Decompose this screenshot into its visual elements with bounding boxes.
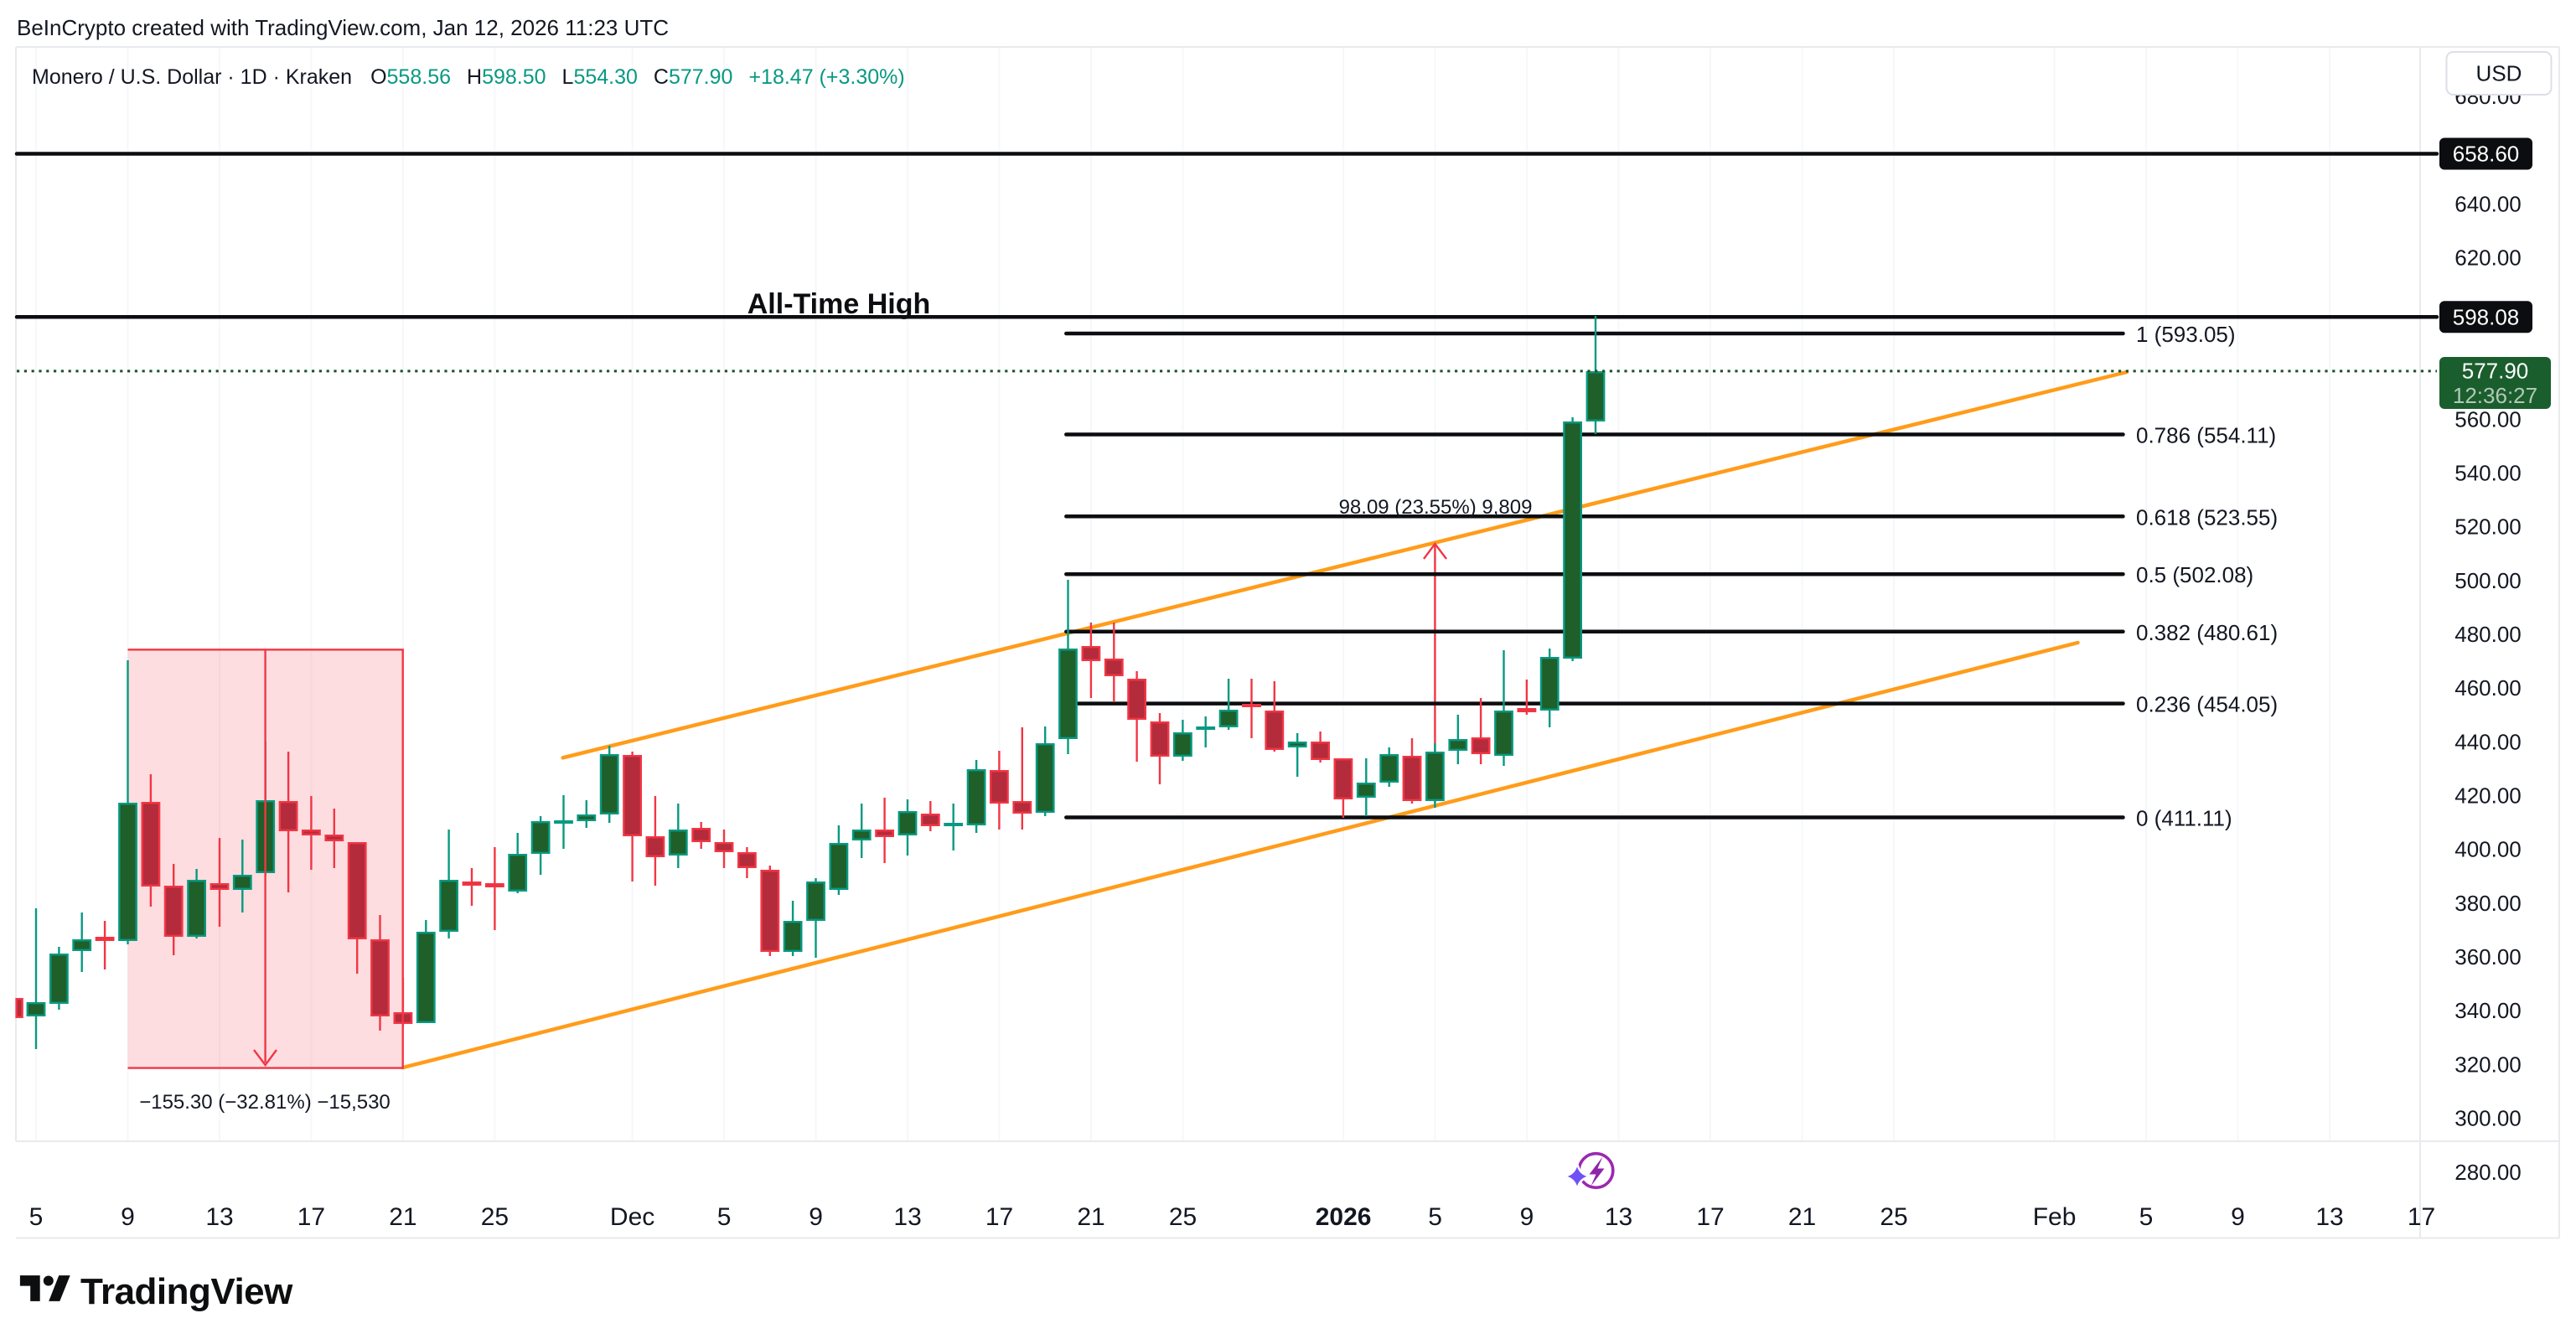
svg-text:25: 25 [481,1203,509,1231]
svg-text:17: 17 [1696,1203,1724,1231]
svg-text:5: 5 [29,1203,44,1231]
svg-text:5: 5 [717,1203,732,1231]
svg-text:560.00: 560.00 [2454,406,2522,432]
svg-text:USD: USD [2476,61,2522,86]
svg-text:658.60: 658.60 [2453,142,2520,167]
svg-text:−155.30 (−32.81%) −15,530: −155.30 (−32.81%) −15,530 [139,1091,391,1114]
svg-text:460.00: 460.00 [2454,675,2522,701]
svg-text:5: 5 [1428,1203,1442,1231]
svg-text:21: 21 [389,1203,416,1231]
svg-text:21: 21 [1077,1203,1104,1231]
svg-text:21: 21 [1788,1203,1816,1231]
svg-text:98.09 (23.55%) 9,809: 98.09 (23.55%) 9,809 [1339,496,1533,519]
svg-text:0.236 (454.05): 0.236 (454.05) [2136,692,2278,717]
svg-text:25: 25 [1880,1203,1907,1231]
svg-text:577.90: 577.90 [2462,359,2529,384]
svg-text:Dec: Dec [610,1203,654,1231]
svg-text:620.00: 620.00 [2454,246,2522,271]
svg-text:440.00: 440.00 [2454,729,2522,754]
svg-text:9: 9 [1520,1203,1534,1231]
svg-text:1 (593.05): 1 (593.05) [2136,322,2236,347]
svg-text:All-Time High: All-Time High [747,288,931,320]
svg-text:420.00: 420.00 [2454,783,2522,809]
svg-text:17: 17 [297,1203,325,1231]
svg-text:9: 9 [809,1203,823,1231]
svg-text:9: 9 [121,1203,135,1231]
svg-text:360.00: 360.00 [2454,944,2522,969]
svg-text:13: 13 [205,1203,233,1231]
svg-text:0.382 (480.61): 0.382 (480.61) [2136,620,2278,645]
svg-text:500.00: 500.00 [2454,568,2522,593]
svg-text:BeInCrypto created with Tradin: BeInCrypto created with TradingView.com,… [17,15,669,40]
svg-text:640.00: 640.00 [2454,192,2522,217]
svg-text:TradingView: TradingView [80,1271,293,1312]
svg-text:9: 9 [2231,1203,2245,1231]
svg-text:Monero / U.S. Dollar · 1D · Kr: Monero / U.S. Dollar · 1D · Kraken O558.5… [32,65,905,89]
svg-text:280.00: 280.00 [2454,1160,2522,1185]
svg-text:320.00: 320.00 [2454,1052,2522,1077]
svg-text:0.618 (523.55): 0.618 (523.55) [2136,504,2278,530]
svg-text:5: 5 [2139,1203,2154,1231]
svg-text:Feb: Feb [2033,1203,2077,1231]
svg-text:480.00: 480.00 [2454,622,2522,647]
svg-text:0.5 (502.08): 0.5 (502.08) [2136,562,2253,587]
svg-text:300.00: 300.00 [2454,1106,2522,1131]
svg-text:0 (411.11): 0 (411.11) [2136,806,2232,831]
svg-text:380.00: 380.00 [2454,891,2522,916]
svg-text:0.786 (554.11): 0.786 (554.11) [2136,423,2276,448]
svg-text:340.00: 340.00 [2454,998,2522,1023]
svg-text:400.00: 400.00 [2454,837,2522,862]
svg-text:12:36:27: 12:36:27 [2453,383,2537,408]
svg-text:540.00: 540.00 [2454,460,2522,485]
svg-text:17: 17 [2408,1203,2435,1231]
svg-text:2026: 2026 [1316,1203,1372,1231]
svg-text:520.00: 520.00 [2454,514,2522,540]
svg-text:13: 13 [1605,1203,1632,1231]
svg-text:25: 25 [1169,1203,1197,1231]
svg-text:13: 13 [893,1203,921,1231]
svg-text:598.08: 598.08 [2453,304,2520,329]
svg-text:17: 17 [985,1203,1013,1231]
svg-text:13: 13 [2315,1203,2343,1231]
